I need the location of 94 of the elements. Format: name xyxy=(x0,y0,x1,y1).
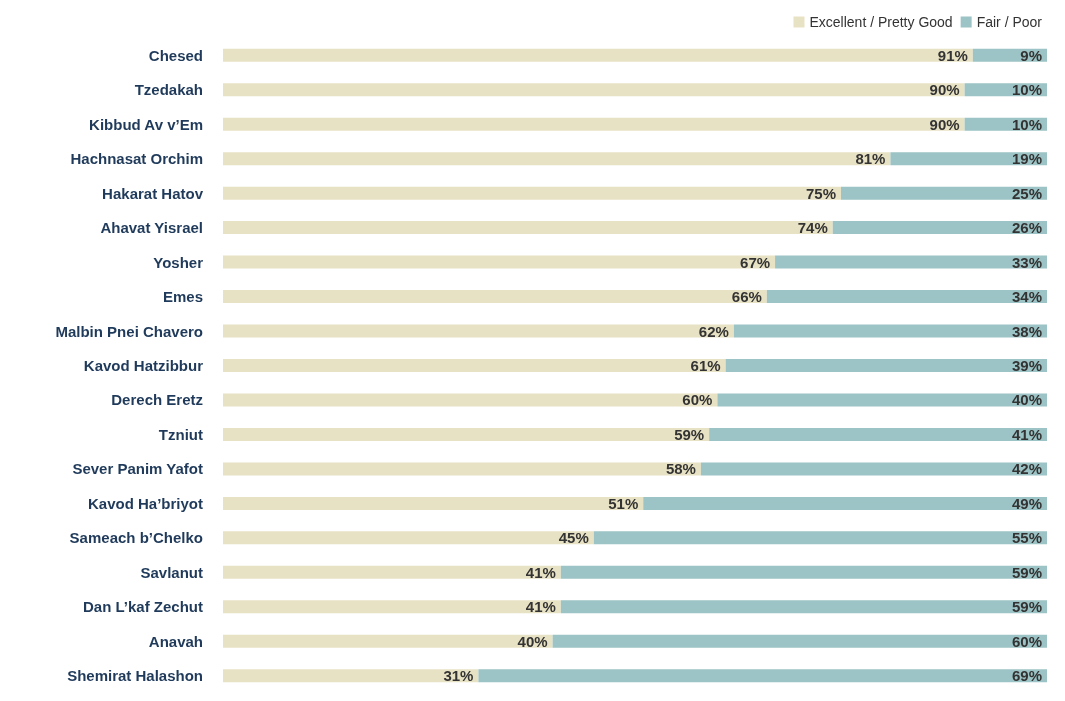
bar xyxy=(223,83,965,97)
bar xyxy=(223,221,833,235)
bar xyxy=(560,600,1047,614)
data-label: 59% xyxy=(1011,598,1042,616)
bar xyxy=(717,393,1047,407)
bar xyxy=(700,462,1047,476)
data-label: 67% xyxy=(740,253,771,271)
legend-label: Excellent / Pretty Good xyxy=(809,14,953,30)
data-label: 10% xyxy=(1011,115,1042,133)
bar xyxy=(223,255,776,269)
y-tick-label: Emes xyxy=(162,288,203,306)
data-label: 45% xyxy=(558,529,589,547)
bar xyxy=(223,359,726,372)
y-tick-label: Ahavat Yisrael xyxy=(100,219,203,237)
bar xyxy=(223,600,561,614)
data-label: 25% xyxy=(1011,184,1042,202)
bar xyxy=(223,152,891,166)
bar xyxy=(478,669,1047,683)
data-label: 26% xyxy=(1011,219,1042,237)
bar xyxy=(223,462,701,476)
data-label: 42% xyxy=(1011,460,1042,478)
data-label: 69% xyxy=(1011,667,1042,685)
bar xyxy=(223,496,644,510)
data-label: 60% xyxy=(1011,632,1042,650)
data-label: 90% xyxy=(929,81,960,99)
y-tick-label: Anavah xyxy=(148,632,203,650)
data-label: 75% xyxy=(805,184,836,202)
data-label: 90% xyxy=(929,115,960,133)
legend-label: Fair / Poor xyxy=(976,14,1043,30)
data-label: 61% xyxy=(690,357,721,374)
y-tick-label: Dan L’kaf Zechut xyxy=(82,598,203,616)
y-tick-label: Kavod Ha’briyot xyxy=(87,494,203,512)
y-tick-label: Derech Eretz xyxy=(111,391,203,409)
y-tick-label: Sever Panim Yafot xyxy=(72,460,203,478)
data-label: 91% xyxy=(937,46,968,64)
data-label: 9% xyxy=(1020,46,1042,64)
data-label: 41% xyxy=(525,598,556,616)
bar xyxy=(223,565,561,579)
bar xyxy=(593,531,1047,545)
y-tick-label: Sameach b’Chelko xyxy=(69,529,203,547)
data-label: 40% xyxy=(517,632,548,650)
data-label: 66% xyxy=(731,288,762,306)
bar xyxy=(223,186,841,200)
bar xyxy=(223,48,973,62)
data-label: 38% xyxy=(1011,322,1042,340)
data-label: 41% xyxy=(525,563,556,581)
bar xyxy=(223,634,553,648)
data-label: 31% xyxy=(443,667,474,685)
data-label: 59% xyxy=(674,425,705,443)
data-label: 51% xyxy=(608,494,639,512)
y-tick-label: Yosher xyxy=(153,253,204,271)
y-tick-label: Tzniut xyxy=(158,425,203,443)
data-label: 40% xyxy=(1011,391,1042,409)
data-label: 41% xyxy=(1011,425,1042,443)
data-label: 39% xyxy=(1011,357,1042,374)
data-label: 49% xyxy=(1011,494,1042,512)
bar xyxy=(841,186,1047,200)
y-tick-label: Malbin Pnei Chavero xyxy=(55,322,203,340)
bar xyxy=(223,669,479,683)
data-label: 81% xyxy=(855,150,886,168)
y-tick-label: Tzedakah xyxy=(134,81,203,99)
y-tick-label: Kavod Hatzibbur xyxy=(83,357,204,374)
bar xyxy=(643,496,1047,510)
data-label: 33% xyxy=(1011,253,1042,271)
bar xyxy=(890,152,1047,166)
bar xyxy=(223,531,594,545)
y-tick-label: Kibbud Av v’Em xyxy=(89,115,203,133)
data-label: 10% xyxy=(1011,81,1042,99)
bar xyxy=(766,290,1047,304)
y-tick-label: Chesed xyxy=(148,46,203,64)
bar xyxy=(223,290,767,304)
data-label: 59% xyxy=(1011,563,1042,581)
data-label: 58% xyxy=(665,460,696,478)
data-label: 62% xyxy=(698,322,729,340)
data-label: 34% xyxy=(1011,288,1042,306)
bar xyxy=(709,427,1047,441)
y-tick-label: Hachnasat Orchim xyxy=(70,150,203,168)
bar xyxy=(832,221,1047,235)
bar xyxy=(560,565,1047,579)
data-label: 74% xyxy=(797,219,828,237)
bar xyxy=(223,393,718,407)
y-tick-label: Savlanut xyxy=(140,563,203,581)
bar xyxy=(223,427,710,441)
data-label: 60% xyxy=(682,391,713,409)
bar xyxy=(552,634,1047,648)
bar xyxy=(733,324,1047,338)
bar xyxy=(775,255,1047,269)
data-label: 19% xyxy=(1011,150,1042,168)
y-tick-label: Hakarat Hatov xyxy=(102,184,204,202)
bar xyxy=(725,359,1047,372)
data-label: 55% xyxy=(1011,529,1042,547)
y-tick-label: Shemirat Halashon xyxy=(67,667,203,685)
bar xyxy=(223,324,734,338)
bar xyxy=(223,117,965,131)
